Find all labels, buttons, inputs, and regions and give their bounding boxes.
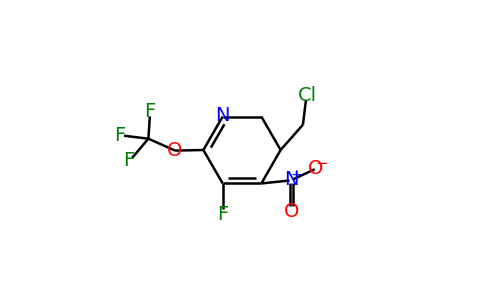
Text: O: O: [167, 141, 182, 160]
Text: N: N: [215, 106, 230, 124]
Text: +: +: [290, 167, 302, 182]
Text: N: N: [284, 170, 298, 189]
Text: F: F: [217, 205, 228, 224]
Text: O: O: [308, 159, 323, 178]
Text: F: F: [114, 126, 125, 145]
Text: Cl: Cl: [298, 85, 317, 104]
Text: F: F: [123, 152, 135, 170]
Text: F: F: [144, 103, 155, 122]
Text: −: −: [316, 156, 328, 171]
Text: O: O: [284, 202, 299, 221]
